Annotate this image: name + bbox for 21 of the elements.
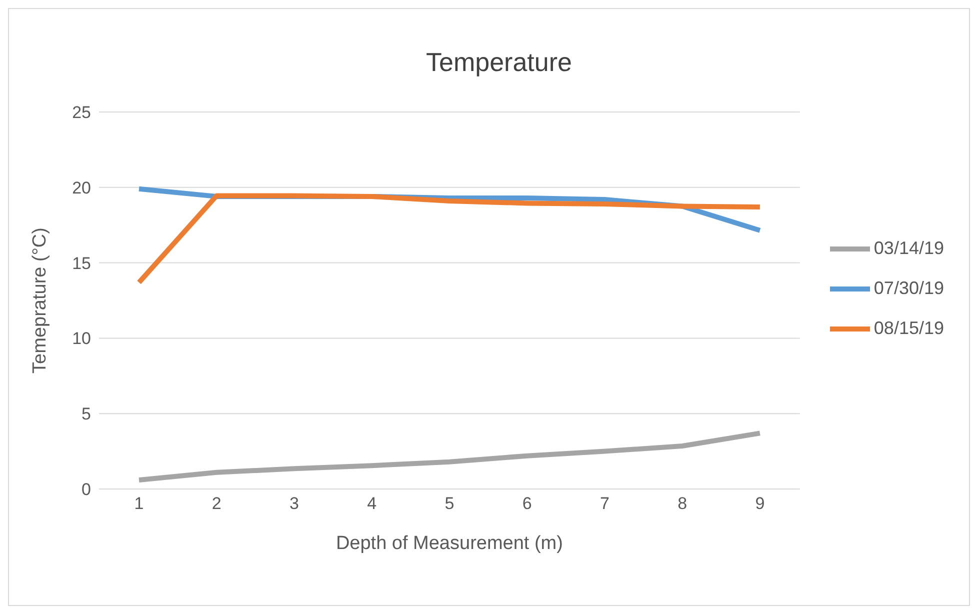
legend-label: 03/14/19 [874,238,944,258]
x-axis-title: Depth of Measurement (m) [336,533,563,554]
x-tick-label: 7 [600,494,610,514]
x-tick-label: 6 [522,494,532,514]
legend-label: 07/30/19 [874,278,944,298]
legend-label: 08/15/19 [874,318,944,338]
x-tick-label: 8 [678,494,688,514]
y-tick-label: 15 [72,254,91,273]
y-tick-label: 25 [72,103,91,122]
y-tick-label: 0 [82,480,91,500]
chart-title: Temperature [425,47,573,78]
x-tick-label: 3 [289,494,299,514]
y-tick-label: 5 [82,404,91,424]
x-tick-label: 2 [212,494,222,514]
y-tick-label: 20 [72,178,91,198]
y-axis-title: Temeprature (°C) [30,228,51,374]
y-tick-label: 10 [72,329,91,348]
x-tick-label: 1 [134,494,144,514]
x-tick-label: 5 [444,494,454,514]
x-tick-label: 9 [755,494,765,514]
x-tick-label: 4 [367,494,377,514]
